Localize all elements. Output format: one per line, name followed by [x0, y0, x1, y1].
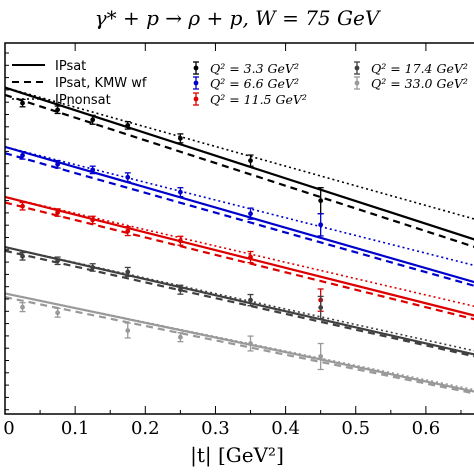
legend-label: Q² = 3.3 GeV²	[210, 61, 299, 76]
x-tick-label: 0.5	[341, 418, 370, 439]
curve-ipsat-3	[4, 245, 474, 356]
data-point	[248, 211, 253, 217]
curve-kmw-3	[4, 249, 474, 358]
data-point	[177, 287, 183, 293]
data-point	[55, 161, 61, 167]
data-point	[90, 167, 96, 173]
data-point	[248, 341, 253, 346]
data-point	[318, 354, 324, 359]
legend-label: IPnonsat	[55, 93, 111, 108]
legend-marker	[354, 65, 360, 71]
data-point	[90, 217, 96, 223]
legend-marker	[193, 80, 199, 86]
x-axis-ticks: 0 0.1 0.2 0.3 0.4 0.5 0.6	[3, 43, 462, 439]
data-point	[20, 304, 25, 310]
data-point	[248, 297, 253, 303]
data-point	[20, 100, 25, 106]
x-tick-label: 0.6	[412, 418, 441, 439]
data-point	[55, 107, 61, 113]
x-tick-label: 0.4	[271, 418, 300, 439]
legend-label: Q² = 6.6 GeV²	[210, 76, 299, 91]
data-point	[125, 122, 131, 128]
x-tick-label: 0	[3, 418, 14, 439]
x-tick-label: 0.1	[61, 418, 90, 439]
curve-ipsat-4	[4, 292, 474, 393]
x-axis-label: |t| [GeV²]	[190, 443, 284, 468]
legend-label: Q² = 11.5 GeV²	[210, 92, 307, 107]
data-point	[318, 305, 324, 310]
data-point	[248, 254, 253, 260]
curve-ipsat-1	[4, 145, 474, 284]
plot-area	[4, 86, 474, 395]
data-point	[177, 334, 183, 340]
curve-kmw-2	[4, 201, 474, 321]
legend-label: IPsat	[55, 59, 86, 74]
data-point	[125, 228, 131, 234]
data-point	[248, 158, 253, 164]
legend-label: Q² = 33.0 GeV²	[371, 76, 468, 91]
data-point	[20, 203, 25, 209]
data-point	[318, 222, 324, 228]
data-point	[20, 253, 25, 259]
curve-ipsat-2	[4, 195, 474, 317]
curve-kmw-0	[4, 93, 474, 248]
data-point	[125, 328, 131, 333]
legend-label: Q² = 17.4 GeV²	[371, 61, 468, 76]
data-point	[90, 265, 96, 270]
data-point	[177, 189, 183, 195]
curve-kmw-1	[4, 152, 474, 287]
chart-title: γ* + p → ρ + p, W = 75 GeV	[95, 6, 382, 30]
curve-ipsat-0	[4, 86, 474, 241]
data-point	[90, 117, 96, 123]
curve-kmw-4	[4, 296, 474, 395]
curve-nonsat-2	[4, 196, 474, 307]
data-point	[125, 174, 131, 180]
data-point	[55, 210, 61, 215]
data-point	[55, 310, 61, 316]
legend-label: IPsat, KMW wf	[55, 76, 147, 91]
data-point	[55, 258, 61, 264]
plot-frame	[4, 42, 474, 415]
curve-nonsat-1	[4, 146, 474, 267]
legend-marker	[193, 96, 199, 102]
data-point	[125, 269, 131, 275]
x-tick-label: 0.3	[201, 418, 230, 439]
data-point	[20, 153, 25, 158]
data-point	[177, 238, 183, 244]
data-point	[177, 135, 183, 141]
data-point	[318, 198, 324, 204]
x-tick-label: 0.2	[131, 418, 160, 439]
legend-marker	[193, 65, 199, 71]
curve-nonsat-0	[4, 86, 474, 220]
legend-marker	[354, 80, 360, 86]
